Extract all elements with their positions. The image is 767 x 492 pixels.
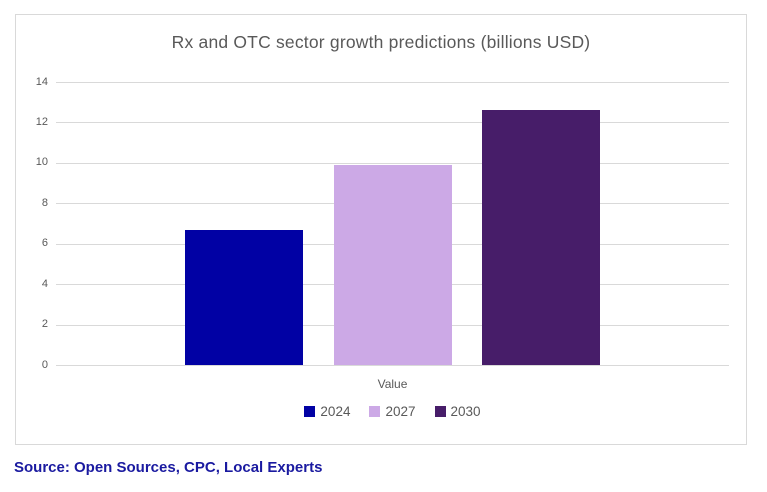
plot-area: 0 2 4 6 8 10 12 14 [36, 76, 729, 371]
legend-item-2024: 2024 [304, 404, 350, 419]
y-axis-tick-label: 14 [35, 75, 48, 88]
bar-2030 [482, 110, 600, 365]
y-axis-tick-label: 6 [41, 237, 48, 250]
legend-item-2030: 2030 [434, 404, 481, 419]
legend-label: 2030 [450, 404, 481, 419]
y-axis-tick-label: 8 [41, 196, 48, 209]
y-axis-tick-label: 0 [41, 358, 48, 371]
source-note: Source: Open Sources, CPC, Local Experts [14, 459, 323, 476]
y-axis-tick-label: 10 [35, 156, 48, 169]
bar-2024 [185, 229, 303, 365]
gridline [56, 162, 729, 164]
x-axis-category-label: Value [377, 377, 408, 391]
gridline [56, 365, 729, 366]
chart-title: Rx and OTC sector growth predictions (bi… [171, 32, 591, 52]
gridline [56, 122, 729, 124]
legend-swatch-icon [304, 406, 316, 417]
y-axis-tick-label: 2 [41, 318, 48, 331]
legend: 2024 2027 2030 [56, 404, 729, 419]
y-axis-tick-label: 4 [41, 277, 48, 290]
legend-item-2027: 2027 [369, 404, 416, 419]
legend-swatch-icon [369, 406, 381, 417]
gridline [56, 82, 729, 83]
chart-frame: Rx and OTC sector growth predictions (bi… [15, 14, 747, 445]
legend-label: 2027 [385, 404, 416, 419]
legend-swatch-icon [434, 406, 446, 417]
y-axis-tick-label: 12 [35, 115, 48, 128]
bar-2027 [333, 164, 452, 365]
legend-label: 2024 [320, 404, 351, 419]
